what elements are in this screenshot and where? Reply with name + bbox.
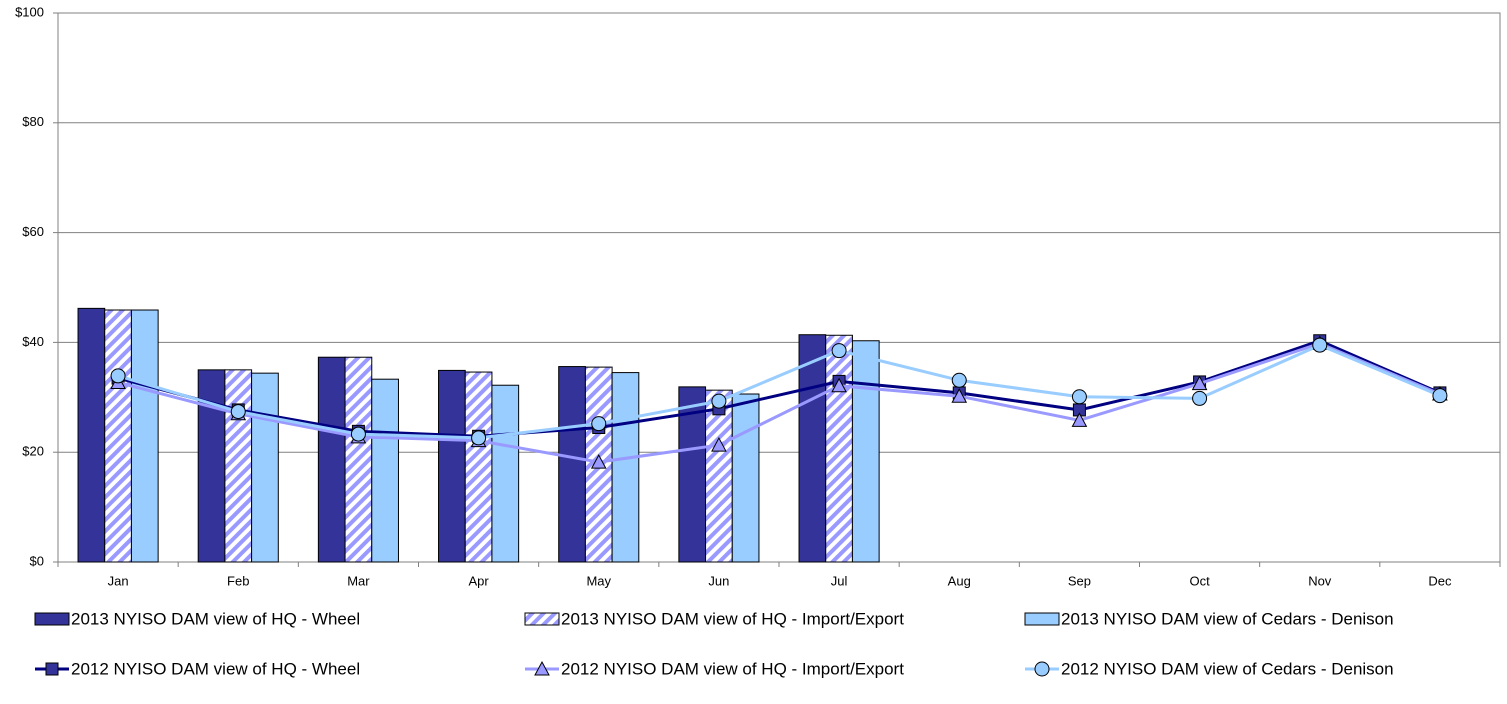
marker bbox=[711, 393, 727, 409]
x-tick-label: Mar bbox=[347, 573, 370, 588]
marker bbox=[1071, 412, 1088, 427]
bar bbox=[317, 356, 346, 563]
bar bbox=[251, 372, 279, 563]
marker bbox=[110, 368, 126, 384]
marker bbox=[711, 437, 727, 452]
legend-swatch bbox=[34, 612, 70, 626]
bar bbox=[464, 371, 493, 563]
bar bbox=[678, 386, 707, 563]
y-tick-label: $100 bbox=[15, 4, 44, 19]
marker bbox=[1312, 337, 1328, 353]
y-tick-label: $60 bbox=[22, 224, 44, 239]
bar bbox=[491, 384, 520, 563]
legend-label: 2013 NYISO DAM view of HQ - Import/Expor… bbox=[561, 609, 904, 628]
marker bbox=[471, 430, 487, 446]
x-tick-label: Aug bbox=[948, 573, 971, 588]
x-tick-label: May bbox=[586, 573, 611, 588]
plot-area bbox=[57, 12, 1501, 563]
marker bbox=[831, 343, 847, 359]
legend-swatch bbox=[524, 612, 560, 626]
marker bbox=[590, 454, 607, 469]
bar bbox=[197, 369, 226, 563]
bar bbox=[130, 309, 159, 563]
x-tick-label: Oct bbox=[1189, 573, 1210, 588]
bar bbox=[77, 307, 106, 563]
marker bbox=[1071, 389, 1087, 405]
legend-marker bbox=[45, 662, 59, 676]
bar bbox=[104, 309, 132, 563]
legend-marker bbox=[1034, 661, 1050, 677]
x-tick-label: Jul bbox=[831, 573, 848, 588]
y-tick-label: $40 bbox=[22, 334, 44, 349]
marker bbox=[1432, 388, 1448, 404]
marker bbox=[831, 377, 847, 393]
bar bbox=[558, 366, 586, 563]
bar bbox=[224, 369, 253, 563]
marker bbox=[350, 426, 366, 442]
x-tick-label: Nov bbox=[1308, 573, 1332, 588]
line bbox=[117, 339, 1441, 438]
marker bbox=[1192, 390, 1208, 406]
legend-label: 2013 NYISO DAM view of Cedars - Denison bbox=[1061, 609, 1394, 628]
x-tick-label: Jun bbox=[708, 573, 729, 588]
marker bbox=[230, 404, 246, 420]
x-tick-label: Sep bbox=[1068, 573, 1091, 588]
bar bbox=[371, 378, 399, 563]
marker bbox=[951, 372, 967, 388]
marker bbox=[591, 416, 607, 432]
legend-marker bbox=[534, 660, 550, 676]
marker bbox=[1191, 375, 1208, 391]
y-tick-label: $0 bbox=[30, 553, 44, 568]
line bbox=[117, 341, 1441, 464]
x-tick-label: Apr bbox=[468, 573, 489, 588]
y-tick-label: $80 bbox=[22, 114, 44, 129]
bar bbox=[705, 389, 733, 563]
bar bbox=[731, 393, 760, 563]
bar bbox=[344, 356, 373, 563]
bar bbox=[798, 334, 827, 563]
y-tick-label: $20 bbox=[22, 444, 44, 459]
line bbox=[117, 343, 1441, 440]
legend-label: 2013 NYISO DAM view of HQ - Wheel bbox=[71, 609, 360, 628]
x-tick-label: Jan bbox=[108, 573, 129, 588]
x-tick-label: Dec bbox=[1428, 573, 1452, 588]
legend-swatch bbox=[1024, 612, 1060, 626]
legend-label: 2012 NYISO DAM view of HQ - Wheel bbox=[71, 659, 360, 678]
bar bbox=[851, 340, 880, 563]
legend-label: 2012 NYISO DAM view of HQ - Import/Expor… bbox=[561, 659, 904, 678]
marker bbox=[951, 388, 968, 403]
bar bbox=[611, 372, 640, 563]
x-tick-label: Feb bbox=[227, 573, 249, 588]
bar bbox=[825, 334, 853, 563]
legend-label: 2012 NYISO DAM view of Cedars - Denison bbox=[1061, 659, 1394, 678]
bar bbox=[438, 369, 466, 563]
